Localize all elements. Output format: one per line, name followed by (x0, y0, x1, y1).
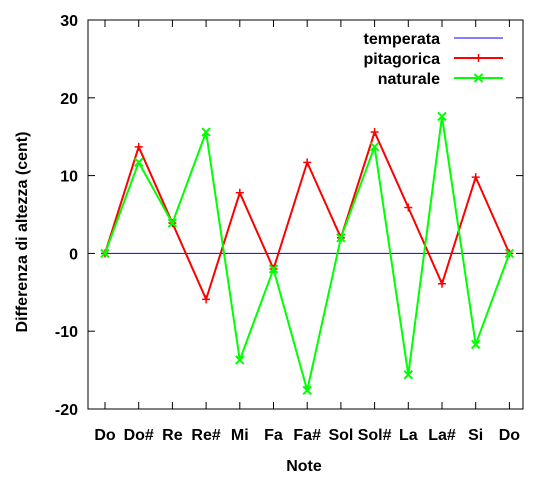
data-point-cross-2 (336, 233, 346, 243)
data-point-cross-2 (470, 339, 481, 350)
data-point-cross-2 (235, 355, 245, 365)
x-tick-label: Re# (191, 427, 220, 444)
plot-frame (87, 19, 524, 410)
legend: temperata pitagorica naturale (364, 31, 503, 88)
plot-border (87, 19, 524, 410)
y-axis: -20 -10 0 10 20 30 (55, 13, 523, 419)
data-point-cross-2 (403, 370, 414, 380)
x-tick-label: La# (428, 427, 456, 444)
data-point-cross-2 (302, 385, 312, 396)
series-naturale (100, 111, 515, 396)
data-point-cross-2 (473, 73, 484, 83)
data-point-cross-2 (504, 248, 515, 259)
data-point-cross-2 (100, 248, 110, 259)
x-tick-label: Sol# (358, 427, 392, 444)
data-point-cross-2 (268, 264, 279, 274)
x-axis-title: Note (286, 458, 322, 475)
x-tick-label: Do (499, 427, 521, 444)
data-point-cross-2 (369, 142, 380, 152)
x-tick-label: Mi (231, 427, 249, 444)
x-tick-label: Do (94, 427, 116, 444)
legend-label-naturale: naturale (378, 71, 440, 88)
y-tick-label: 0 (69, 246, 78, 263)
data-point-cross-2 (437, 111, 447, 122)
series-pitagorica (101, 128, 514, 304)
series-layer (100, 111, 515, 396)
x-tick-label: Do# (124, 427, 154, 444)
legend-label-temperata: temperata (364, 31, 441, 48)
x-tick-label: Fa# (293, 427, 321, 444)
y-tick-label: -20 (55, 402, 78, 419)
y-tick-label: -10 (55, 324, 78, 341)
y-tick-label: 30 (60, 13, 78, 30)
y-axis-title: Differenza di altezza (cent) (14, 132, 31, 333)
x-tick-label: Fa (264, 427, 283, 444)
data-point-cross-2 (167, 218, 178, 228)
x-tick-label: Sol (328, 427, 353, 444)
data-point-cross-2 (201, 127, 211, 137)
x-axis: Do Do# Re Re# Mi Fa Fa# Sol Sol# La La# Si Do (94, 20, 520, 444)
y-tick-label: 20 (60, 91, 78, 108)
data-point-cross-2 (133, 157, 144, 168)
y-tick-label: 10 (60, 169, 78, 186)
legend-label-pitagorica: pitagorica (364, 51, 441, 68)
x-tick-label: Si (468, 427, 483, 444)
x-tick-label: Re (162, 427, 183, 444)
x-tick-label: La (399, 427, 418, 444)
